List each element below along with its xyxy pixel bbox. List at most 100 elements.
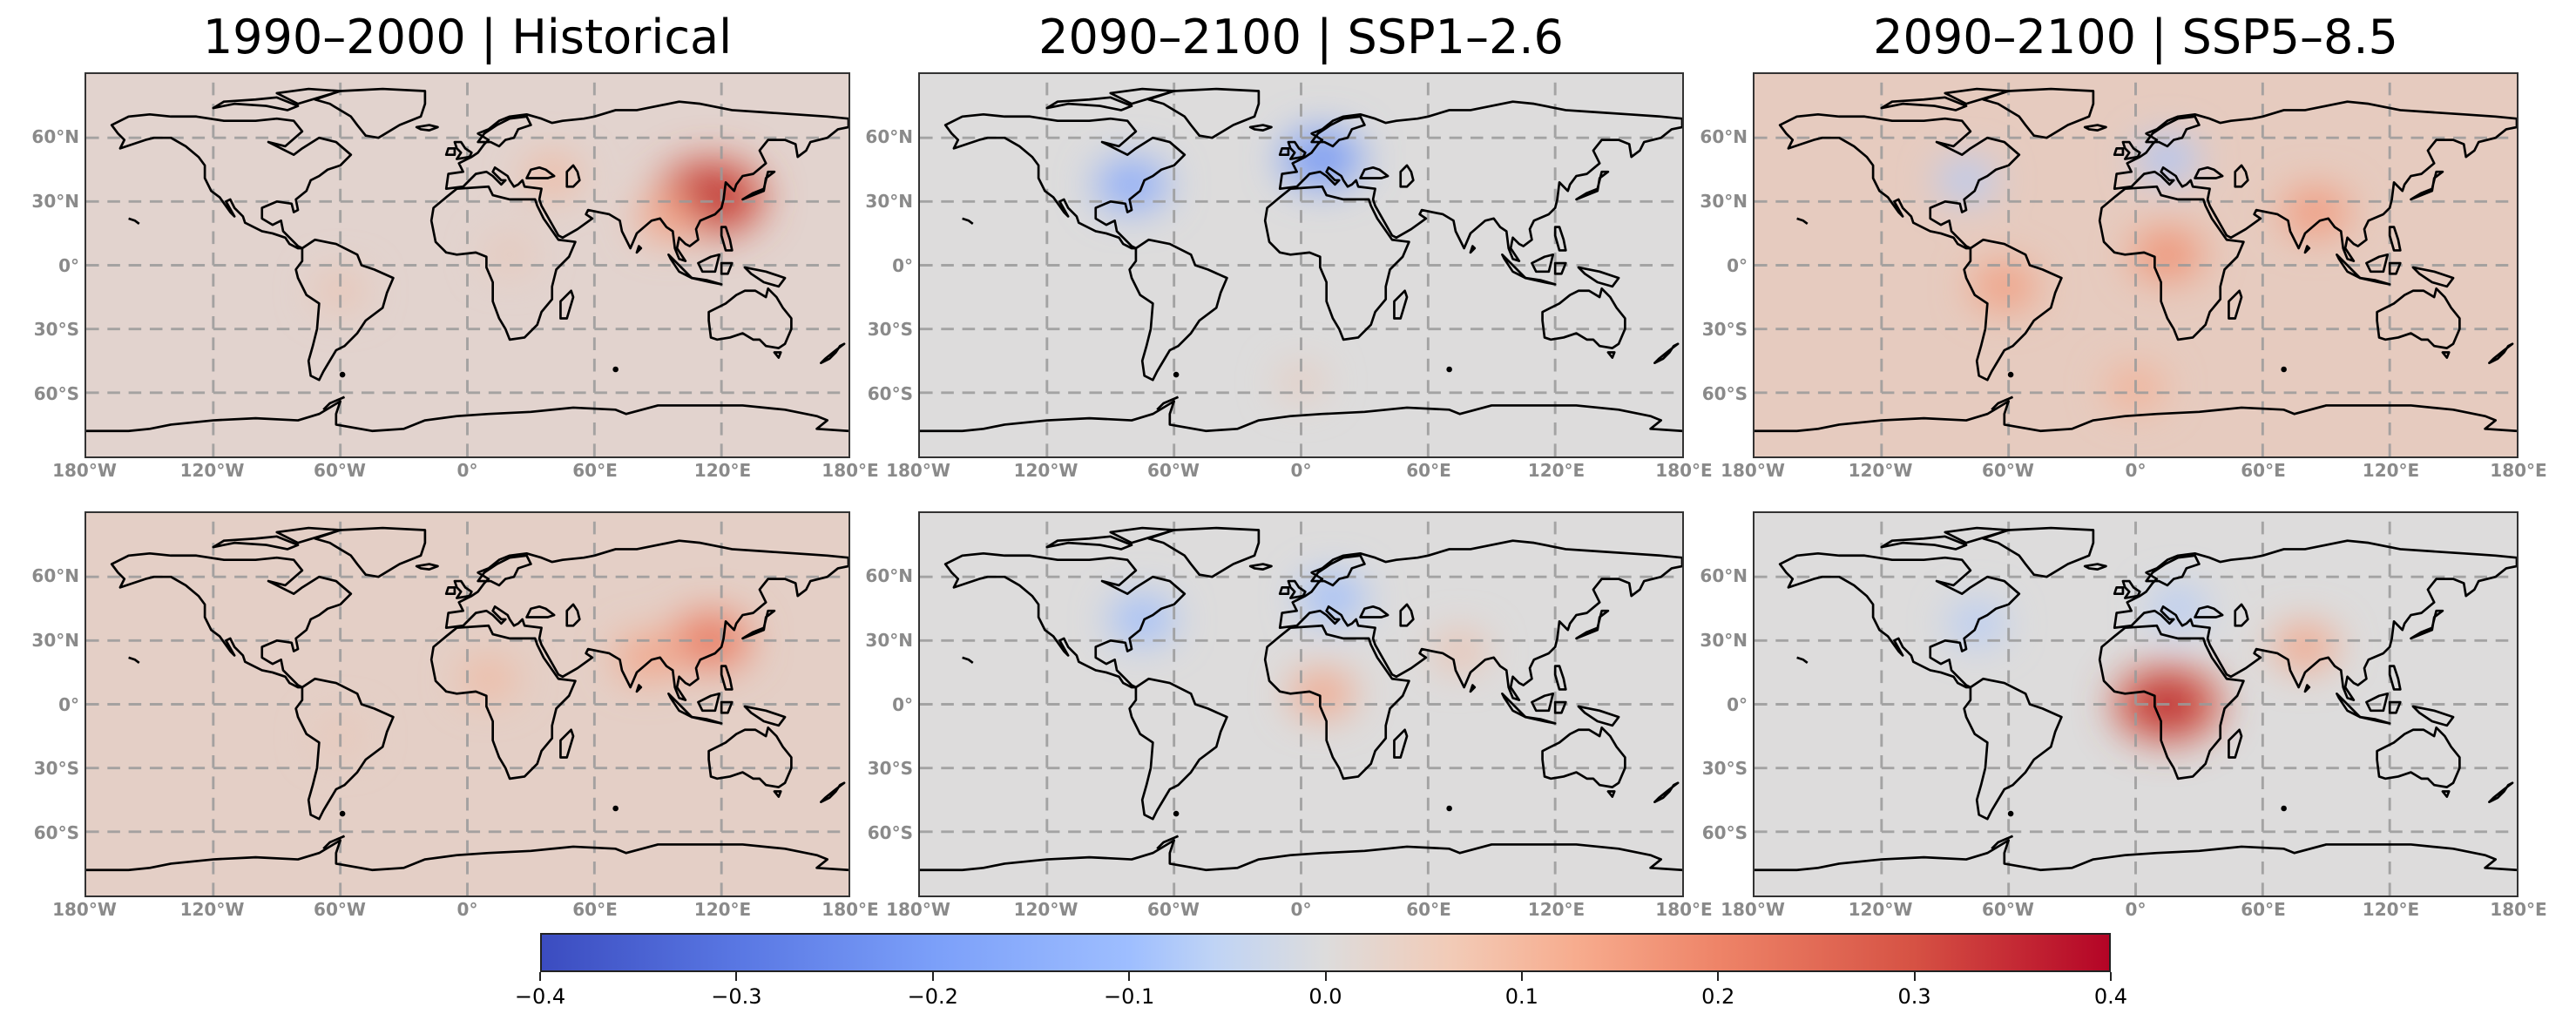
colorbar-tick bbox=[539, 972, 541, 981]
lon-tick-label: 60°W bbox=[314, 899, 366, 920]
lat-tick-label: 30°N bbox=[865, 629, 913, 651]
lon-tick-label: 180°E bbox=[2490, 460, 2547, 481]
lon-tick-label: 60°E bbox=[1406, 899, 1451, 920]
lat-tick-label: 60°N bbox=[865, 564, 913, 586]
lat-tick-label: 60°S bbox=[33, 383, 79, 405]
lon-tick-label: 60°W bbox=[1982, 460, 2034, 481]
lon-tick-label: 180°E bbox=[821, 899, 879, 920]
colorbar-tick bbox=[1324, 972, 1327, 981]
column-title-ssp585: 2090–2100 | SSP5–8.5 bbox=[1873, 10, 2398, 64]
lat-tick-label: 30°N bbox=[31, 629, 79, 651]
colorbar-tick bbox=[1717, 972, 1720, 981]
lat-tick-label: 60°N bbox=[865, 125, 913, 147]
lon-tick-label: 120°E bbox=[1527, 460, 1585, 481]
lon-tick-label: 0° bbox=[1290, 899, 1312, 920]
lat-tick-label: 0° bbox=[58, 254, 79, 276]
colorbar-tick bbox=[2110, 972, 2112, 981]
lon-tick-label: 0° bbox=[1290, 460, 1312, 481]
colorbar-tick-label: 0.3 bbox=[1897, 984, 1931, 1009]
lon-tick-label: 120°E bbox=[693, 460, 752, 481]
lon-tick-label: 180°E bbox=[1655, 899, 1713, 920]
lat-tick-label: 30°S bbox=[1701, 319, 1748, 341]
lat-tick-label: 30°N bbox=[31, 190, 79, 212]
colorbar-tick-label: −0.4 bbox=[514, 984, 566, 1009]
map-panel bbox=[85, 511, 850, 897]
colorbar-tick-label: 0.0 bbox=[1308, 984, 1342, 1009]
lat-tick-label: 30°S bbox=[867, 319, 913, 341]
lon-tick-label: 60°W bbox=[1982, 899, 2034, 920]
lon-tick-label: 120°W bbox=[179, 460, 245, 481]
lat-tick-label: 60°N bbox=[31, 125, 79, 147]
lon-tick-label: 60°W bbox=[314, 460, 366, 481]
lon-tick-label: 180°W bbox=[886, 460, 950, 481]
colorbar-tick-label: −0.1 bbox=[1103, 984, 1155, 1009]
colorbar-tick-label: −0.3 bbox=[711, 984, 762, 1009]
lon-tick-label: 60°E bbox=[572, 460, 618, 481]
colorbar-tick-label: −0.2 bbox=[907, 984, 958, 1009]
lon-tick-label: 0° bbox=[2125, 460, 2147, 481]
map-panel bbox=[918, 511, 1684, 897]
lon-tick-label: 0° bbox=[2125, 899, 2147, 920]
lon-tick-label: 120°E bbox=[2362, 460, 2420, 481]
lat-tick-label: 60°N bbox=[31, 564, 79, 586]
lon-tick-label: 60°W bbox=[1147, 899, 1200, 920]
lon-tick-label: 60°E bbox=[1406, 460, 1451, 481]
lon-tick-label: 60°E bbox=[572, 899, 618, 920]
lon-tick-label: 180°W bbox=[1721, 460, 1785, 481]
lat-tick-label: 60°S bbox=[33, 822, 79, 844]
lat-tick-label: 0° bbox=[58, 693, 79, 715]
lon-tick-label: 120°W bbox=[1013, 899, 1078, 920]
lon-tick-label: 120°E bbox=[2362, 899, 2420, 920]
lat-tick-label: 0° bbox=[1727, 254, 1748, 276]
lat-tick-label: 30°N bbox=[1700, 190, 1748, 212]
lon-tick-label: 120°E bbox=[1527, 899, 1585, 920]
map-panel bbox=[85, 72, 850, 458]
lat-tick-label: 0° bbox=[892, 693, 913, 715]
colorbar-tick bbox=[931, 972, 934, 981]
colorbar-tick-label: 0.2 bbox=[1701, 984, 1735, 1009]
map-panel bbox=[1753, 72, 2519, 458]
lat-tick-label: 60°S bbox=[1701, 383, 1748, 405]
lat-tick-label: 60°S bbox=[867, 822, 913, 844]
colorbar-tick bbox=[1128, 972, 1131, 981]
lat-tick-label: 60°N bbox=[1700, 125, 1748, 147]
lon-tick-label: 120°W bbox=[1013, 460, 1078, 481]
lon-tick-label: 0° bbox=[456, 899, 478, 920]
lon-tick-label: 120°W bbox=[179, 899, 245, 920]
lon-tick-label: 60°W bbox=[1147, 460, 1200, 481]
lat-tick-label: 30°S bbox=[1701, 758, 1748, 780]
map-panel bbox=[918, 72, 1684, 458]
map-panel bbox=[1753, 511, 2519, 897]
lon-tick-label: 180°W bbox=[52, 899, 117, 920]
column-title-historical: 1990–2000 | Historical bbox=[202, 10, 733, 64]
lat-tick-label: 0° bbox=[1727, 693, 1748, 715]
lat-tick-label: 30°N bbox=[865, 190, 913, 212]
lon-tick-label: 180°E bbox=[1655, 460, 1713, 481]
lat-tick-label: 60°S bbox=[867, 383, 913, 405]
lat-tick-label: 30°N bbox=[1700, 629, 1748, 651]
colorbar-tick bbox=[1520, 972, 1523, 981]
lat-tick-label: 60°S bbox=[1701, 822, 1748, 844]
lon-tick-label: 180°W bbox=[886, 899, 950, 920]
column-title-ssp126: 2090–2100 | SSP1–2.6 bbox=[1038, 10, 1564, 64]
lon-tick-label: 60°E bbox=[2241, 460, 2286, 481]
lat-tick-label: 60°N bbox=[1700, 564, 1748, 586]
lat-tick-label: 0° bbox=[892, 254, 913, 276]
lat-tick-label: 30°S bbox=[867, 758, 913, 780]
lon-tick-label: 120°W bbox=[1848, 899, 1913, 920]
lon-tick-label: 120°E bbox=[693, 899, 752, 920]
lat-tick-label: 30°S bbox=[33, 758, 79, 780]
lon-tick-label: 180°E bbox=[821, 460, 879, 481]
lon-tick-label: 180°E bbox=[2490, 899, 2547, 920]
colorbar-tick bbox=[1913, 972, 1916, 981]
lon-tick-label: 180°W bbox=[1721, 899, 1785, 920]
lon-tick-label: 60°E bbox=[2241, 899, 2286, 920]
lon-tick-label: 0° bbox=[456, 460, 478, 481]
lat-tick-label: 30°S bbox=[33, 319, 79, 341]
colorbar-tick bbox=[735, 972, 738, 981]
colorbar bbox=[540, 933, 2111, 972]
colorbar-tick-label: 0.1 bbox=[1504, 984, 1538, 1009]
lon-tick-label: 120°W bbox=[1848, 460, 1913, 481]
lon-tick-label: 180°W bbox=[52, 460, 117, 481]
colorbar-tick-label: 0.4 bbox=[2093, 984, 2128, 1009]
